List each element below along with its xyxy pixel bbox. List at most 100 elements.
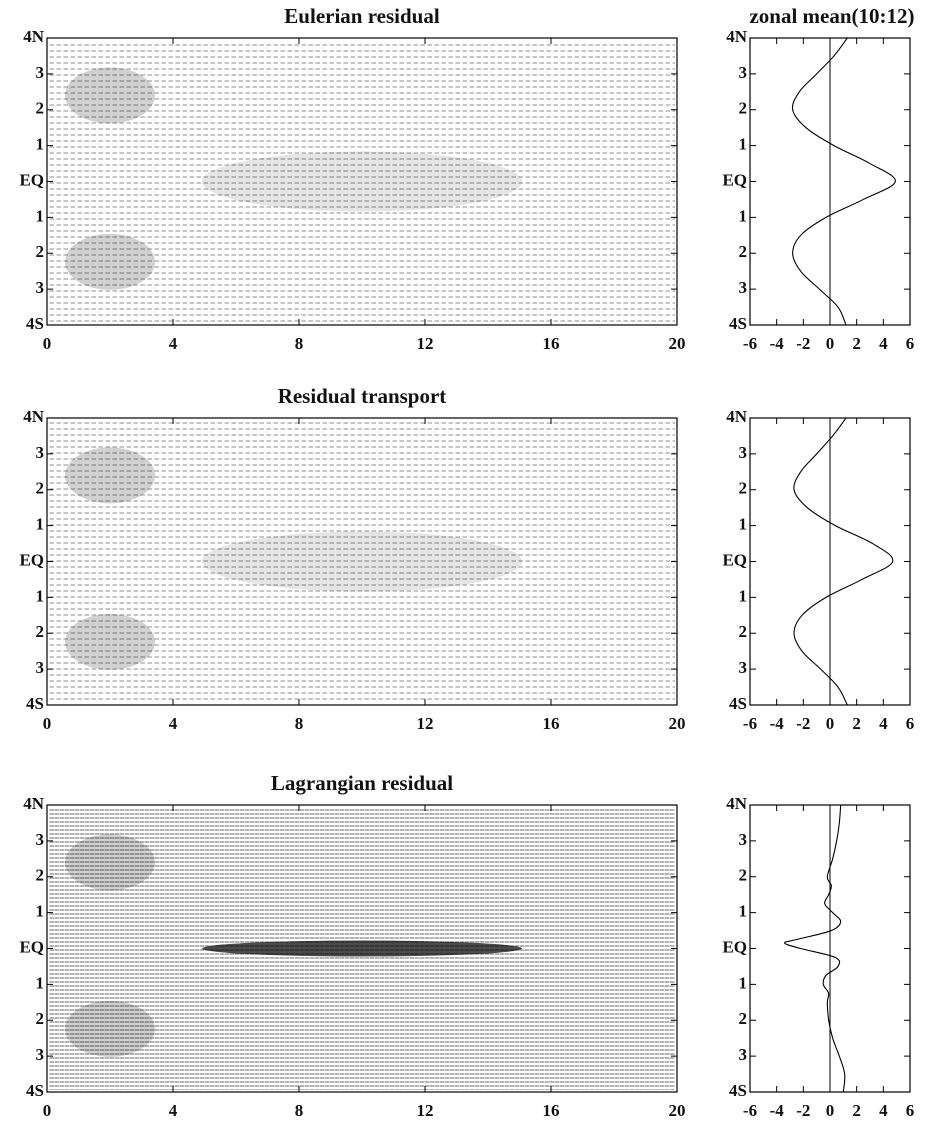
- y-tick-label: 3: [36, 63, 45, 82]
- y-tick-label: 3: [739, 830, 748, 849]
- y-tick-label: 3: [739, 63, 748, 82]
- y-tick-label: EQ: [722, 550, 747, 569]
- x-tick-label: 8: [295, 1101, 304, 1120]
- vector-field-shade: [202, 151, 522, 212]
- y-tick-label: 4S: [26, 1081, 44, 1100]
- y-tick-label: 1: [739, 586, 748, 605]
- y-tick-label: EQ: [19, 170, 44, 189]
- x-tick-label: 12: [417, 1101, 434, 1120]
- x-tick-label: 16: [543, 714, 560, 733]
- x-tick-label: -2: [796, 334, 810, 353]
- y-tick-label: 4S: [729, 694, 747, 713]
- y-tick-label: 1: [739, 206, 748, 225]
- y-tick-label: EQ: [19, 550, 44, 569]
- y-tick-label: 2: [36, 479, 45, 498]
- y-tick-label: 1: [739, 902, 748, 921]
- y-tick-label: 4S: [729, 314, 747, 333]
- y-tick-label: 3: [739, 443, 748, 462]
- chart-title: Residual transport: [278, 384, 447, 408]
- x-tick-label: 8: [295, 334, 304, 353]
- x-tick-label: 0: [826, 714, 835, 733]
- y-tick-label: 2: [739, 242, 748, 261]
- profile-line: [791, 37, 896, 326]
- y-tick-label: 4N: [23, 794, 45, 813]
- y-tick-label: 3: [36, 278, 45, 297]
- vector-field-shade: [65, 834, 155, 891]
- y-tick-label: 3: [739, 278, 748, 297]
- y-tick-label: 2: [36, 1009, 45, 1028]
- y-tick-label: 4S: [26, 314, 44, 333]
- x-tick-label: -4: [770, 334, 785, 353]
- y-tick-label: 2: [739, 99, 748, 118]
- vector-field-texture: [49, 420, 675, 703]
- vector-field-shade: [65, 447, 155, 504]
- x-tick-label: 8: [295, 714, 304, 733]
- vector-field-shade: [202, 531, 522, 592]
- x-tick-label: 4: [879, 714, 888, 733]
- y-tick-label: 2: [739, 622, 748, 641]
- y-tick-label: 1: [36, 973, 45, 992]
- y-tick-label: EQ: [722, 170, 747, 189]
- y-tick-label: 3: [739, 1045, 748, 1064]
- vector-field-shade: [65, 67, 155, 124]
- x-tick-label: 0: [826, 1101, 835, 1120]
- y-tick-label: 1: [36, 206, 45, 225]
- x-tick-label: 0: [826, 334, 835, 353]
- y-tick-label: 3: [739, 658, 748, 677]
- vector-field-texture: [49, 40, 675, 323]
- y-tick-label: 3: [36, 1045, 45, 1064]
- y-tick-label: 2: [739, 866, 748, 885]
- x-tick-label: -4: [770, 714, 785, 733]
- x-tick-label: 2: [852, 714, 861, 733]
- x-tick-label: 0: [43, 334, 52, 353]
- x-tick-label: 12: [417, 334, 434, 353]
- x-tick-label: 6: [906, 1101, 915, 1120]
- x-tick-label: 4: [879, 1101, 888, 1120]
- x-tick-label: 4: [169, 334, 178, 353]
- x-tick-label: 4: [169, 1101, 178, 1120]
- x-tick-label: -6: [743, 1101, 757, 1120]
- x-tick-label: 0: [43, 714, 52, 733]
- y-tick-label: 1: [739, 973, 748, 992]
- x-tick-label: 12: [417, 714, 434, 733]
- x-tick-label: 20: [669, 714, 686, 733]
- x-tick-label: 16: [543, 334, 560, 353]
- x-tick-label: -6: [743, 714, 757, 733]
- vector-field-shade: [65, 613, 155, 670]
- x-tick-label: 2: [852, 1101, 861, 1120]
- y-tick-label: 4N: [23, 27, 45, 46]
- x-tick-label: -4: [770, 1101, 785, 1120]
- y-tick-label: EQ: [19, 937, 44, 956]
- y-tick-label: 4N: [726, 27, 748, 46]
- x-tick-label: 4: [879, 334, 888, 353]
- y-tick-label: 2: [36, 99, 45, 118]
- y-tick-label: 1: [36, 902, 45, 921]
- y-tick-label: 2: [36, 242, 45, 261]
- x-tick-label: 6: [906, 334, 915, 353]
- y-tick-label: 1: [36, 135, 45, 154]
- x-tick-label: 6: [906, 714, 915, 733]
- y-tick-label: 3: [36, 443, 45, 462]
- vector-field-shade: [202, 940, 522, 957]
- y-tick-label: 4N: [23, 407, 45, 426]
- y-tick-label: 2: [36, 622, 45, 641]
- y-tick-label: 1: [739, 135, 748, 154]
- x-tick-label: 20: [669, 334, 686, 353]
- vector-field-shade: [65, 1000, 155, 1057]
- x-tick-label: 0: [43, 1101, 52, 1120]
- chart-title: Lagrangian residual: [271, 771, 453, 795]
- x-tick-label: -2: [796, 1101, 810, 1120]
- y-tick-label: 3: [36, 830, 45, 849]
- y-tick-label: 2: [36, 866, 45, 885]
- y-tick-label: 2: [739, 479, 748, 498]
- y-tick-label: 2: [739, 1009, 748, 1028]
- chart-title: Eulerian residual: [284, 4, 440, 28]
- y-tick-label: EQ: [722, 937, 747, 956]
- x-tick-label: 4: [169, 714, 178, 733]
- chart-title: zonal mean(10:12): [749, 4, 914, 28]
- x-tick-label: 16: [543, 1101, 560, 1120]
- vector-field-shade: [65, 233, 155, 290]
- x-tick-label: 20: [669, 1101, 686, 1120]
- y-tick-label: 1: [36, 586, 45, 605]
